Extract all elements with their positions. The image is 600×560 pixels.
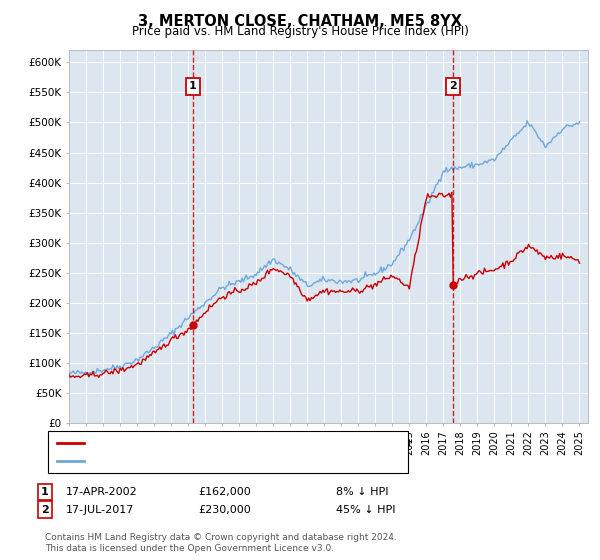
Text: 3, MERTON CLOSE, CHATHAM, ME5 8YX (detached house): 3, MERTON CLOSE, CHATHAM, ME5 8YX (detac…: [90, 438, 411, 448]
Text: Price paid vs. HM Land Registry's House Price Index (HPI): Price paid vs. HM Land Registry's House …: [131, 25, 469, 38]
Text: £230,000: £230,000: [198, 505, 251, 515]
Text: 2: 2: [41, 505, 49, 515]
Text: 45% ↓ HPI: 45% ↓ HPI: [336, 505, 395, 515]
Text: 2: 2: [449, 81, 457, 91]
Text: 1: 1: [189, 81, 197, 91]
Text: 17-JUL-2017: 17-JUL-2017: [66, 505, 134, 515]
Text: Contains HM Land Registry data © Crown copyright and database right 2024.
This d: Contains HM Land Registry data © Crown c…: [45, 533, 397, 553]
Point: [188, 321, 198, 330]
Text: 3, MERTON CLOSE, CHATHAM, ME5 8YX: 3, MERTON CLOSE, CHATHAM, ME5 8YX: [138, 14, 462, 29]
Text: HPI: Average price, detached house, Medway: HPI: Average price, detached house, Medw…: [90, 456, 343, 466]
Text: 1: 1: [41, 487, 49, 497]
Text: 17-APR-2002: 17-APR-2002: [66, 487, 138, 497]
Text: 8% ↓ HPI: 8% ↓ HPI: [336, 487, 389, 497]
Point: [448, 280, 457, 289]
Text: £162,000: £162,000: [198, 487, 251, 497]
